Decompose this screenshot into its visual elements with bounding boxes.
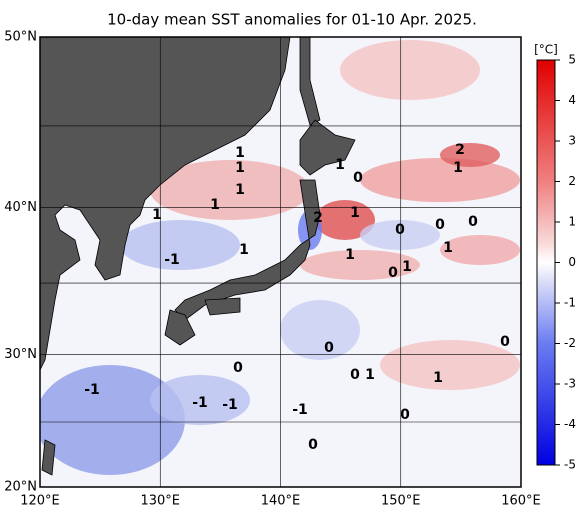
contour-label: -1 xyxy=(192,395,208,411)
contour-labels: 1 1 1 -1 1 1 1 2 1 0 2 1 0 1 0 0 1 1 0 0… xyxy=(84,142,510,453)
contour-label: -1 xyxy=(84,382,100,398)
lat-label: 30°N xyxy=(4,347,37,362)
title: 10-day mean SST anomalies for 01-10 Apr.… xyxy=(107,11,477,29)
colorbar-ticks: 5 4 3 2 1 0 -1 -2 -3 -4 -5 xyxy=(555,53,576,472)
lat-label: 20°N xyxy=(4,480,37,495)
colorbar-tick-label: 3 xyxy=(568,134,576,148)
lon-label: 130°E xyxy=(140,494,180,509)
contour-label: 1 xyxy=(402,259,412,275)
contour-label: 0 xyxy=(400,407,410,423)
lon-label: 150°E xyxy=(381,494,421,509)
lon-label: 140°E xyxy=(261,494,301,509)
contour-label: -1 xyxy=(292,402,308,418)
contour-label: 1 xyxy=(350,205,360,221)
sst-field xyxy=(40,37,521,487)
contour-label: 1 xyxy=(235,160,245,176)
contour-label: 1 xyxy=(365,367,375,383)
contour-label: -1 xyxy=(164,252,180,268)
colorbar-tick-label: 0 xyxy=(568,255,576,269)
contour-label: 0 xyxy=(353,170,363,186)
contour-label: 1 xyxy=(210,197,220,213)
contour-label: 1 xyxy=(235,182,245,198)
colorbar-tick-label: -5 xyxy=(564,458,576,472)
contour-label: 1 xyxy=(433,370,443,386)
colorbar-tick-label: -4 xyxy=(564,417,576,431)
contour-label: 0 xyxy=(468,214,478,230)
contour-label: 1 xyxy=(443,240,453,256)
colorbar-tick-label: -2 xyxy=(564,336,576,350)
contour-label: 0 xyxy=(435,217,445,233)
colorbar-tick-label: -3 xyxy=(564,377,576,391)
colorbar-tick-label: -1 xyxy=(564,296,576,310)
contour-label: 0 xyxy=(350,367,360,383)
colorbar-tick-label: 5 xyxy=(568,53,576,67)
contour-label: 1 xyxy=(335,157,345,173)
contour-label: 0 xyxy=(308,437,318,453)
contour-label: 0 xyxy=(395,222,405,238)
contour-label: 0 xyxy=(388,265,398,281)
colorbar-tick-label: 2 xyxy=(568,174,576,188)
contour-label: 1 xyxy=(453,160,463,176)
contour-label: 2 xyxy=(313,210,323,226)
contour-label: 1 xyxy=(239,242,249,258)
colorbar-unit: [°C] xyxy=(534,43,558,57)
contour-label: -1 xyxy=(222,397,238,413)
contour-label: 0 xyxy=(324,340,334,356)
contour-label: 1 xyxy=(345,247,355,263)
colorbar-tick-label: 1 xyxy=(568,215,576,229)
contour-label: 0 xyxy=(233,360,243,376)
lon-label: 160°E xyxy=(501,494,541,509)
map-frame xyxy=(39,36,522,488)
colorbar xyxy=(536,59,556,466)
colorbar-tick-label: 4 xyxy=(568,93,576,107)
lat-label: 40°N xyxy=(4,200,37,215)
contour-label: 1 xyxy=(235,145,245,161)
contour-label: 1 xyxy=(152,207,162,223)
lat-label: 50°N xyxy=(4,30,37,45)
contour-label: 2 xyxy=(455,142,465,158)
contour-label: 0 xyxy=(500,334,510,350)
lon-label: 120°E xyxy=(20,494,60,509)
